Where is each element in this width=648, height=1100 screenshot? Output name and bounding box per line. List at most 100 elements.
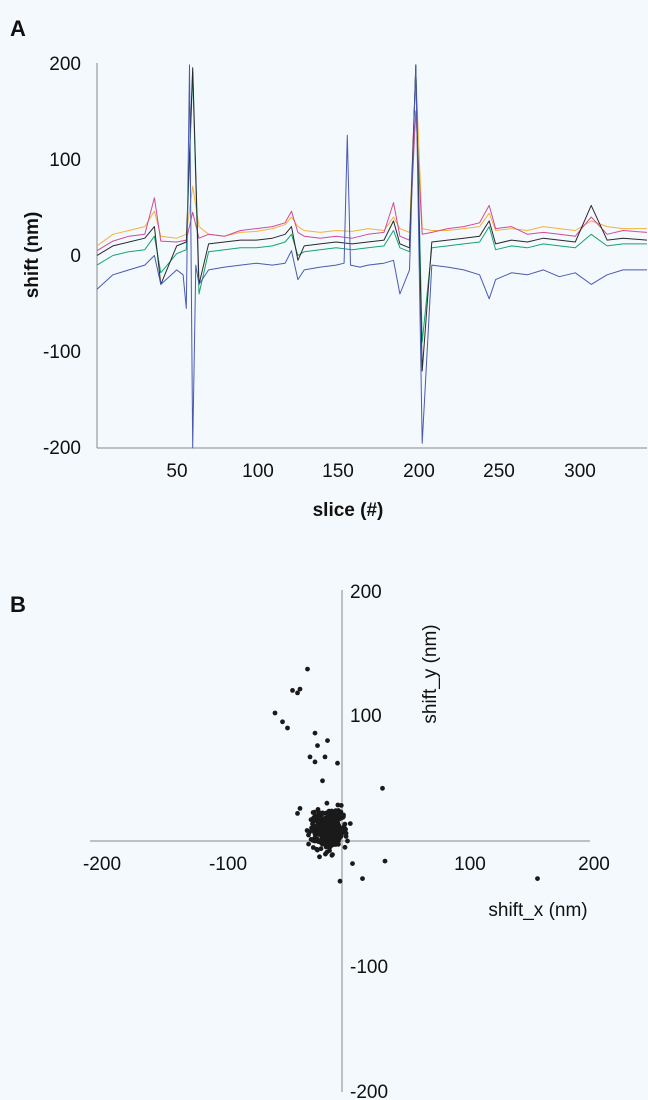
scatter-point [312,730,318,736]
scatter-point [338,803,344,808]
panel-b-ytick-neg100: -100 [350,957,388,978]
scatter-point [322,754,328,760]
scatter-point [285,725,290,731]
scatter-point [330,852,335,857]
scatter-point [337,878,343,884]
scatter-point [304,828,310,833]
scatter-point [347,821,353,826]
scatter-point [343,834,349,839]
scatter-point [327,848,332,853]
scatter-point [330,836,335,842]
panel-b-x-axis-title: shift_x (nm) [488,900,587,921]
scatter-point [341,812,346,818]
panel-a-xtick-50: 50 [166,461,187,482]
scatter-point [350,861,355,866]
scatter-point [318,846,324,852]
panel-a-x-axis-title: slice (#) [313,500,384,521]
panel-b-xtick-100: 100 [454,854,486,875]
scatter-point [306,841,311,847]
scatter-point [360,876,365,881]
scatter-point [315,838,320,844]
scatter-point [280,719,285,725]
scatter-point [343,826,348,832]
panel-a-ytick-100: 100 [49,150,81,171]
panel-a-y-axis-title: shift (nm) [22,212,43,299]
scatter-point [325,817,331,823]
panel-a-series-group [96,64,648,449]
scatter-point [314,815,319,820]
scatter-point [297,806,303,811]
panel-b-ytick-100: 100 [350,706,382,727]
scatter-point [336,811,342,817]
scatter-point [331,831,337,837]
scatter-point [320,833,325,839]
scatter-point [333,808,339,814]
panel-a: A 200 100 0 -100 -200 50 100 150 200 250… [10,16,648,521]
scatter-point [323,851,328,857]
panel-a-ytick-neg200: -200 [43,438,81,459]
scatter-point [317,811,323,816]
panel-b: B -200 -100 100 200 200 100 -100 -200 sh… [10,582,610,1100]
scatter-point [325,809,331,815]
scatter-point [326,832,332,837]
panel-a-xtick-300: 300 [564,461,596,482]
scatter-point [322,824,328,830]
scatter-point [380,785,385,791]
scatter-point [342,844,348,850]
scatter-point [321,841,326,847]
scatter-point [305,666,310,672]
scatter-point [297,686,303,692]
panel-a-xtick-250: 250 [483,461,515,482]
scatter-point [339,827,345,832]
scatter-point [272,710,278,716]
scatter-point [326,821,331,827]
scatter-point [315,743,320,748]
panel-a-ytick-0: 0 [70,246,81,267]
scatter-point [324,800,330,806]
panel-a-xtick-150: 150 [322,461,354,482]
scatter-point [310,838,316,843]
scatter-point [330,819,336,825]
scatter-point [315,847,320,853]
panel-b-xtick-neg100: -100 [209,854,247,875]
scatter-point [535,876,540,881]
scatter-point [312,759,318,765]
scatter-point [314,818,320,824]
panel-a-series-line-1 [96,72,647,247]
scatter-point [307,754,313,760]
panel-a-ytick-200: 200 [49,54,81,75]
panel-b-letter: B [10,592,26,617]
scatter-point [295,811,300,816]
panel-b-y-axis-title: shift_y (nm) [420,624,441,723]
scatter-point [312,809,317,815]
panel-a-series-line-2 [96,110,648,252]
panel-b-ytick-200: 200 [350,582,382,603]
scatter-point [295,690,300,696]
panel-a-series-line-5 [96,64,647,449]
scatter-point [382,858,388,864]
scatter-point [315,825,321,831]
scatter-point [310,819,316,825]
panel-b-points-group [272,666,540,884]
scatter-point [325,738,330,743]
scatter-point [338,833,344,839]
panel-b-xtick-200: 200 [578,854,610,875]
scatter-point [338,815,344,821]
scatter-point [317,854,322,860]
scatter-point [328,844,333,849]
scatter-point [334,836,340,841]
scatter-point [335,760,340,766]
panel-a-xtick-100: 100 [242,461,274,482]
panel-a-letter: A [10,16,26,41]
panel-a-xtick-200: 200 [403,461,435,482]
scatter-point [319,817,325,823]
panel-a-ytick-neg100: -100 [43,342,81,363]
scatter-point [290,688,295,693]
panel-b-xtick-neg200: -200 [83,854,121,875]
panel-b-ytick-neg200: -200 [350,1082,388,1100]
scatter-point [345,838,350,844]
scatter-point [320,778,325,784]
scatter-point [335,825,341,831]
panel-a-series-line-4 [96,64,648,372]
